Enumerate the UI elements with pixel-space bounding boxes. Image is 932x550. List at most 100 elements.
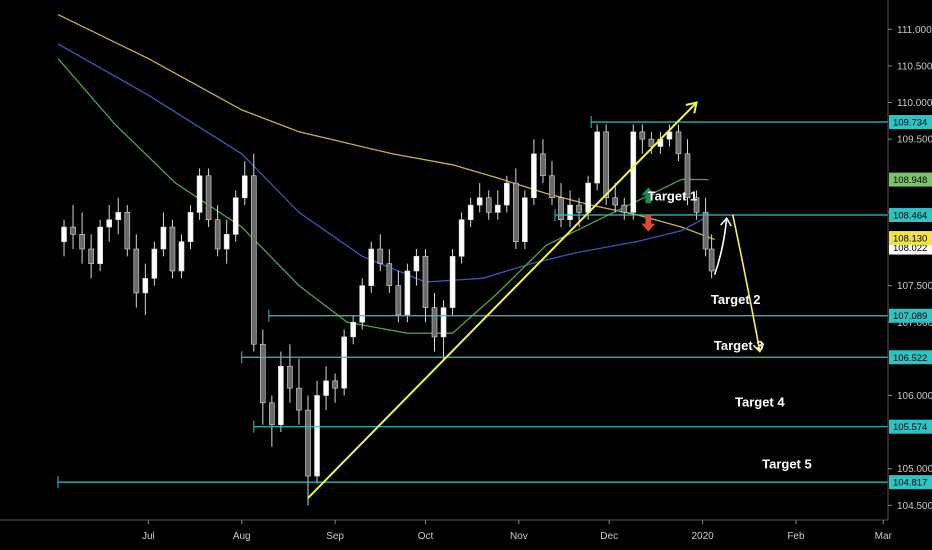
candle-body-down: [693, 197, 700, 213]
candle: [124, 205, 131, 257]
price-level-badge: 104.817: [893, 478, 927, 489]
candle-body-up: [223, 234, 230, 250]
price-level-badge: 106.522: [893, 353, 927, 364]
candle: [621, 197, 628, 220]
candle: [79, 212, 85, 264]
candle-body-up: [359, 285, 366, 323]
candle: [675, 124, 682, 162]
candle-body-up: [187, 212, 194, 242]
candle-body-down: [305, 409, 311, 477]
time-axis-label: Jul: [142, 531, 155, 542]
candle: [648, 131, 655, 154]
candle-body-up: [278, 365, 284, 426]
candle: [160, 212, 167, 257]
candle-body-down: [675, 131, 682, 155]
candle-body-down: [549, 175, 555, 199]
candle-body-up: [630, 131, 637, 213]
candle: [97, 219, 103, 271]
candle-body-down: [431, 307, 438, 338]
candle: [666, 124, 673, 147]
candle-body-down: [296, 387, 302, 411]
price-axis-label: 111.000: [897, 25, 932, 36]
price-axis-label: 110.000: [897, 98, 932, 109]
candle: [350, 314, 356, 345]
candle-body-down: [603, 131, 609, 199]
candle-body-down: [612, 197, 619, 206]
price-badge: 108.948: [893, 175, 927, 186]
candle-body-down: [648, 138, 655, 147]
candle: [708, 234, 715, 279]
candle: [205, 168, 212, 228]
signal-markers: [641, 187, 656, 232]
candle-body-up: [115, 212, 122, 221]
candle: [61, 219, 67, 257]
price-badge: 108.022: [893, 243, 927, 254]
price-level-badge: 108.464: [893, 211, 927, 222]
candle-body-down: [79, 234, 85, 250]
candle: [196, 168, 203, 220]
price-axis-label: 106.000: [897, 391, 932, 402]
candle: [702, 197, 709, 257]
candle-body-up: [232, 197, 239, 235]
target-label: Target 3: [714, 338, 764, 353]
candle: [449, 249, 456, 315]
candle: [287, 344, 293, 403]
price-axis-label: 109.500: [897, 135, 932, 146]
projection-arrows: [713, 214, 765, 353]
target-label: Target 2: [711, 292, 761, 307]
candle: [260, 329, 266, 425]
candle-body-up: [467, 204, 474, 221]
candle: [603, 124, 609, 206]
target-label: Target 1: [648, 189, 698, 204]
moving-average-line: [57, 14, 715, 241]
candle: [386, 249, 393, 293]
moving-average-line: [57, 58, 709, 334]
candle-body-down: [332, 380, 338, 389]
candle-body-down: [214, 219, 221, 250]
candle: [341, 329, 347, 396]
candle-body-down: [260, 343, 266, 404]
candlesticks: [61, 124, 715, 506]
candle: [296, 358, 302, 425]
candle: [178, 234, 185, 279]
candle-body-up: [458, 219, 465, 257]
candle-body-down: [576, 204, 582, 213]
sell-arrow-icon: [641, 215, 656, 232]
candle-body-down: [169, 226, 176, 272]
price-level-badge-bg: [889, 308, 932, 323]
candle-body-up: [522, 197, 528, 242]
price-level-badge: 109.734: [893, 118, 927, 129]
price-badge-bg: [889, 172, 932, 187]
time-axis-label: Aug: [233, 531, 251, 542]
candle: [422, 249, 429, 323]
price-level-badge: 107.089: [893, 311, 927, 322]
price-levels: [57, 116, 888, 489]
trendline: [307, 101, 698, 499]
candle: [323, 366, 329, 411]
projection-arrowhead: [752, 343, 765, 353]
time-axis[interactable]: Jul Aug Sep Oct Nov Dec 2020 Feb Mar: [142, 520, 893, 542]
time-axis-label: Sep: [326, 531, 344, 542]
candle-body-down: [621, 204, 628, 213]
price-level-badge-bg: [889, 419, 932, 434]
candle-body-up: [368, 248, 375, 286]
candle: [413, 249, 420, 286]
time-axis-label: 2020: [691, 531, 714, 542]
candle-body-up: [666, 131, 673, 140]
price-level-badge-bg: [889, 208, 932, 223]
projection-arrow: [713, 218, 728, 275]
candle-body-down: [133, 248, 140, 294]
price-axis-label: 110.500: [897, 61, 932, 72]
candle: [88, 234, 94, 279]
candle: [151, 241, 158, 286]
candle-body-up: [178, 241, 185, 272]
candle-body-down: [540, 153, 546, 177]
candle-body-up: [531, 153, 537, 199]
candle-body-down: [205, 175, 212, 221]
candle-body-down: [287, 365, 293, 389]
candle: [142, 263, 149, 315]
candle-body-down: [250, 175, 257, 345]
projection-arrowhead: [720, 216, 732, 227]
candle: [368, 241, 375, 293]
candle-body-up: [314, 395, 320, 477]
